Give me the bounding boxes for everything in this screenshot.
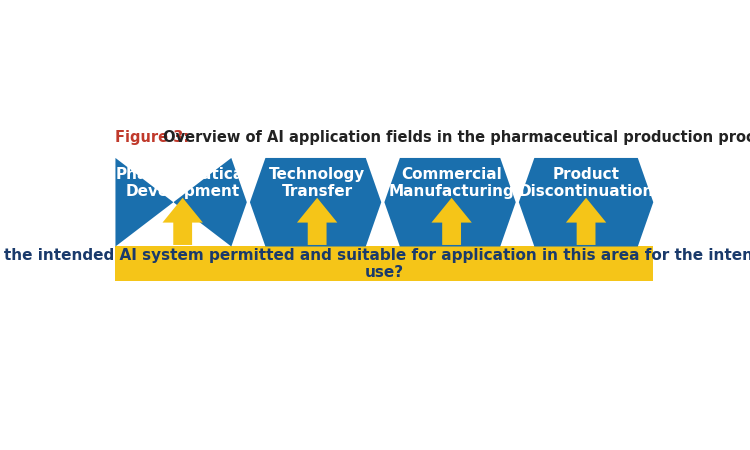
Text: Pharmaceutical
Development: Pharmaceutical Development [116,166,249,199]
Polygon shape [116,158,247,247]
Bar [116,247,653,281]
Polygon shape [384,158,516,247]
Text: Product
Discontinuation: Product Discontinuation [518,166,654,199]
Polygon shape [250,158,381,247]
FancyArrow shape [566,198,606,245]
Text: Commercial
Manufacturing: Commercial Manufacturing [388,166,514,199]
FancyArrow shape [431,198,472,245]
Text: Figure 3:: Figure 3: [116,130,190,145]
FancyArrow shape [297,198,338,245]
Text: Technology
Transfer: Technology Transfer [269,166,365,199]
Text: Is the intended AI system permitted and suitable for application in this area fo: Is the intended AI system permitted and … [0,248,750,280]
FancyArrow shape [163,198,202,245]
Text: Overview of AI application fields in the pharmaceutical production process and v: Overview of AI application fields in the… [158,130,750,145]
Polygon shape [519,158,653,247]
